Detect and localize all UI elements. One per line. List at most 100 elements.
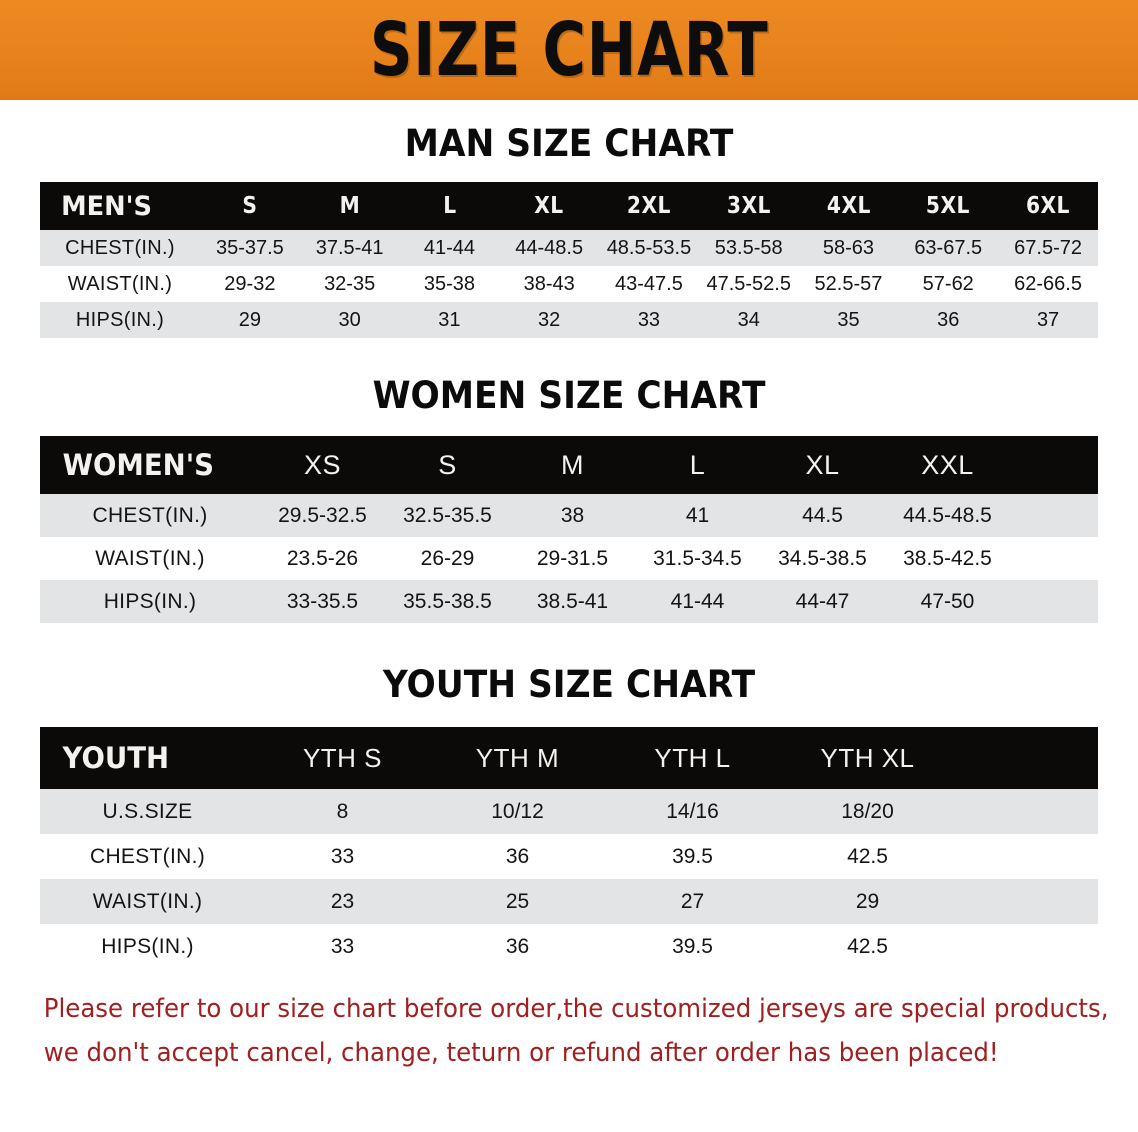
- women-header-spacer: [1010, 436, 1098, 494]
- women-header-row: WOMEN'S XS S M L XL XXL: [40, 436, 1098, 494]
- youth-chest-0: 33: [330, 844, 355, 868]
- man-section-title: MAN SIZE CHART: [404, 122, 734, 165]
- table-row: U.S.SIZE 8 10/12 14/16 18/20: [40, 789, 1098, 834]
- women-section-title: WOMEN SIZE CHART: [372, 374, 766, 417]
- women-hips-spacer: [1010, 580, 1098, 623]
- man-chest-2: 41-44: [423, 236, 475, 259]
- table-row: HIPS(IN.) 33-35.5 35.5-38.5 38.5-41 41-4…: [40, 580, 1098, 623]
- youth-header-row: YOUTH YTH S YTH M YTH L YTH XL: [40, 727, 1098, 789]
- disclaimer-line-2: we don't accept cancel, change, teturn o…: [43, 1038, 999, 1068]
- women-hips-5: 47-50: [920, 589, 975, 613]
- women-size-col-2: M: [561, 449, 584, 480]
- man-size-col-3: XL: [534, 193, 564, 219]
- youth-chest-3: 42.5: [847, 844, 888, 868]
- women-chest-spacer: [1010, 494, 1098, 537]
- women-chest-0: 29.5-32.5: [278, 503, 367, 527]
- women-waist-2: 29-31.5: [536, 546, 609, 570]
- youth-chest-2: 39.5: [672, 844, 713, 868]
- man-chest-8: 67.5-72: [1014, 236, 1082, 259]
- youth-hips-1: 36: [505, 934, 530, 958]
- women-hips-0: 33-35.5: [286, 589, 359, 613]
- disclaimer-line-1: Please refer to our size chart before or…: [43, 994, 1109, 1024]
- man-header-row: MEN'S S M L XL 2XL 3XL 4XL 5XL 6XL: [40, 182, 1098, 230]
- man-chest-0: 35-37.5: [215, 236, 284, 259]
- youth-waist-1: 25: [505, 889, 530, 913]
- women-size-col-0: XS: [303, 449, 342, 480]
- man-row-label-hips: HIPS(IN.): [75, 308, 165, 331]
- man-hips-6: 35: [837, 308, 860, 331]
- man-hips-7: 36: [937, 308, 960, 331]
- youth-size-col-3: YTH XL: [820, 742, 915, 773]
- man-table-body: MEN'S S M L XL 2XL 3XL 4XL 5XL 6XL CHEST…: [40, 182, 1098, 338]
- man-chest-1: 37.5-41: [315, 236, 384, 259]
- man-hips-5: 34: [737, 308, 760, 331]
- women-chest-3: 41: [685, 503, 710, 527]
- youth-section-title: YOUTH SIZE CHART: [382, 663, 756, 706]
- women-table-body: WOMEN'S XS S M L XL XXL CHEST(IN.) 29.5-…: [40, 436, 1098, 623]
- youth-waist-2: 27: [680, 889, 705, 913]
- table-row: WAIST(IN.) 29-32 32-35 35-38 38-43 43-47…: [40, 266, 1098, 302]
- man-waist-5: 47.5-52.5: [706, 272, 791, 295]
- youth-ussize-spacer: [955, 789, 1098, 834]
- women-chest-2: 38: [560, 503, 585, 527]
- women-waist-3: 31.5-34.5: [653, 546, 742, 570]
- table-row: CHEST(IN.) 35-37.5 37.5-41 41-44 44-48.5…: [40, 230, 1098, 266]
- man-size-col-8: 6XL: [1026, 193, 1071, 219]
- table-row: HIPS(IN.) 29 30 31 32 33 34 35 36 37: [40, 302, 1098, 338]
- youth-waist-0: 23: [330, 889, 355, 913]
- table-row: CHEST(IN.) 29.5-32.5 32.5-35.5 38 41 44.…: [40, 494, 1098, 537]
- youth-waist-spacer: [955, 879, 1098, 924]
- youth-group-label: YOUTH: [62, 741, 170, 775]
- man-row-label-chest: CHEST(IN.): [65, 236, 175, 259]
- youth-chest-1: 36: [505, 844, 530, 868]
- women-size-col-3: L: [689, 449, 706, 480]
- youth-size-col-0: YTH S: [302, 742, 383, 773]
- women-waist-4: 34.5-38.5: [778, 546, 867, 570]
- man-size-table: MEN'S S M L XL 2XL 3XL 4XL 5XL 6XL CHEST…: [40, 182, 1098, 338]
- youth-size-col-1: YTH M: [475, 742, 560, 773]
- women-waist-0: 23.5-26: [286, 546, 359, 570]
- women-group-label: WOMEN'S: [62, 448, 214, 482]
- youth-hips-3: 42.5: [847, 934, 888, 958]
- man-size-col-0: S: [242, 193, 258, 219]
- man-hips-3: 32: [538, 308, 561, 331]
- man-chest-7: 63-67.5: [914, 236, 983, 259]
- women-row-label-chest: CHEST(IN.): [92, 503, 208, 527]
- man-waist-7: 57-62: [922, 272, 974, 295]
- page-banner: SIZE CHART: [0, 0, 1138, 100]
- man-hips-0: 29: [238, 308, 261, 331]
- youth-header-spacer: [955, 727, 1098, 789]
- man-size-col-4: 2XL: [626, 193, 671, 219]
- youth-hips-2: 39.5: [672, 934, 713, 958]
- youth-waist-3: 29: [855, 889, 880, 913]
- women-chest-5: 44.5-48.5: [903, 503, 992, 527]
- man-size-col-1: M: [339, 193, 360, 219]
- man-waist-2: 35-38: [423, 272, 475, 295]
- page-title: SIZE CHART: [369, 7, 769, 93]
- man-waist-3: 38-43: [523, 272, 575, 295]
- disclaimer-text: Please refer to our size chart before or…: [40, 987, 1109, 1075]
- man-size-col-6: 4XL: [826, 193, 871, 219]
- youth-row-label-chest: CHEST(IN.): [90, 844, 205, 868]
- women-waist-5: 38.5-42.5: [903, 546, 992, 570]
- man-chest-6: 58-63: [822, 236, 875, 259]
- women-hips-1: 35.5-38.5: [403, 589, 492, 613]
- man-group-label: MEN'S: [61, 190, 152, 222]
- women-size-table: WOMEN'S XS S M L XL XXL CHEST(IN.) 29.5-…: [40, 436, 1098, 623]
- youth-ussize-2: 14/16: [666, 799, 719, 823]
- youth-hips-0: 33: [330, 934, 355, 958]
- youth-hips-spacer: [955, 924, 1098, 969]
- man-waist-1: 32-35: [324, 272, 376, 295]
- women-chest-4: 44.5: [802, 503, 843, 527]
- youth-row-label-hips: HIPS(IN.): [101, 934, 194, 958]
- youth-row-label-ussize: U.S.SIZE: [102, 799, 193, 823]
- women-row-label-hips: HIPS(IN.): [103, 589, 197, 613]
- man-size-col-2: L: [442, 193, 457, 219]
- youth-size-col-2: YTH L: [654, 742, 731, 773]
- man-row-label-waist: WAIST(IN.): [67, 272, 173, 295]
- man-chest-4: 48.5-53.5: [606, 236, 692, 259]
- table-row: CHEST(IN.) 33 36 39.5 42.5: [40, 834, 1098, 879]
- women-hips-4: 44-47: [795, 589, 850, 613]
- man-hips-1: 30: [338, 308, 361, 331]
- women-waist-spacer: [1010, 537, 1098, 580]
